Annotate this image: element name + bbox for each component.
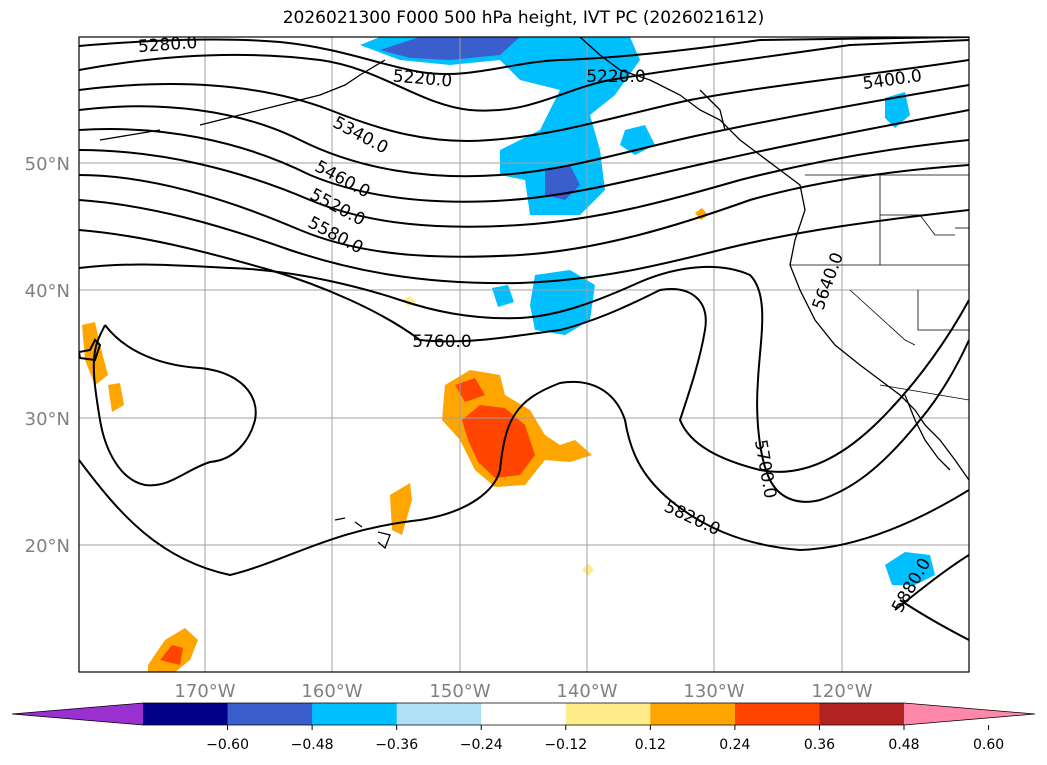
contour-5460 xyxy=(79,84,969,178)
colorbar-segment xyxy=(143,703,229,725)
colorbar-tick-label: −0.24 xyxy=(460,737,503,753)
map-title: 2026021300 F000 500 hPa height, IVT PC (… xyxy=(282,8,765,28)
ivt-positive-region-south-core xyxy=(160,645,183,665)
colorbar-outline xyxy=(11,702,1036,726)
colorbar-tick-label: −0.12 xyxy=(544,737,587,753)
colorbar-segment xyxy=(227,703,313,725)
lat-label-50: 50°N xyxy=(25,154,70,175)
lon-label-170: 170°W xyxy=(174,681,235,702)
ivt-negative-region-5 xyxy=(885,92,910,128)
height-contours xyxy=(79,37,969,641)
colorbar-tick-label: 0.24 xyxy=(719,737,750,753)
colorbar-tick-label: 0.48 xyxy=(888,737,919,753)
ivt-negative-region-6 xyxy=(885,552,935,585)
colorbar-segment xyxy=(650,703,736,725)
latitude-labels: 50°N 40°N 30°N 20°N xyxy=(25,154,70,557)
lon-label-120: 120°W xyxy=(811,681,872,702)
contour-west-hook xyxy=(79,338,102,362)
political-boundaries xyxy=(790,174,969,401)
colorbar-ticks: −0.60 −0.48 −0.36 −0.24 −0.12 0.12 0.24 0.36 0.4… xyxy=(206,725,1004,753)
colorbar-segment xyxy=(734,703,820,725)
colorbar-segment xyxy=(819,703,905,725)
colorbar-arrow-right xyxy=(904,703,1035,725)
lat-label-20: 20°N xyxy=(25,536,70,557)
ivt-negative-region-4 xyxy=(492,285,514,307)
contour-label-5340: 5340.0 xyxy=(329,113,391,159)
contour-label-5760: 5760.0 xyxy=(412,332,471,352)
ivt-positive-region-core xyxy=(462,405,535,478)
map-frame xyxy=(78,36,970,673)
colorbar-tick-label: −0.48 xyxy=(291,737,334,753)
ivt-negative-region-small xyxy=(545,165,580,200)
lon-label-130: 130°W xyxy=(683,681,744,702)
ivt-positive-region-core-2 xyxy=(455,378,485,402)
ivt-negative-region-core xyxy=(380,37,520,60)
contour-5340 xyxy=(79,39,969,112)
contour-label-5220b: 5220.0 xyxy=(586,67,645,87)
colorbar xyxy=(11,702,1036,726)
colorbar-arrow-left xyxy=(12,703,143,725)
contour-5580 xyxy=(79,139,969,228)
contour-5760 xyxy=(79,229,969,473)
colorbar-segment xyxy=(481,703,567,725)
gridlines xyxy=(79,37,969,672)
colorbar-segment xyxy=(312,703,398,725)
ivt-positive-dot-2 xyxy=(582,563,594,576)
colorbar-segment xyxy=(396,703,482,725)
contour-5820 xyxy=(79,263,969,503)
ivt-positive-dot-1 xyxy=(695,208,708,220)
contour-5640a xyxy=(79,164,969,258)
lon-label-150: 150°W xyxy=(429,681,490,702)
ivt-positive-region-west-2 xyxy=(108,383,124,412)
contour-5700a xyxy=(79,199,969,285)
lon-label-160: 160°W xyxy=(301,681,362,702)
ivt-negative-region-3 xyxy=(530,270,595,335)
contour-label-5400: 5400.0 xyxy=(861,66,923,94)
contour-5280 xyxy=(79,37,969,75)
colorbar-tick-label: 0.36 xyxy=(804,737,835,753)
colorbar-tick-label: −0.36 xyxy=(375,737,418,753)
longitude-labels: 170°W 160°W 150°W 140°W 130°W 120°W xyxy=(174,681,872,702)
contour-5520 xyxy=(79,109,969,203)
contour-5880b xyxy=(894,554,969,611)
ivt-shading xyxy=(82,37,935,672)
ivt-negative-region-alaska xyxy=(360,37,640,215)
colorbar-tick-label: −0.60 xyxy=(206,737,249,753)
lat-label-30: 30°N xyxy=(25,409,70,430)
contour-5400 xyxy=(79,59,969,142)
lon-label-140: 140°W xyxy=(556,681,617,702)
colorbar-tick-label: 0.12 xyxy=(635,737,666,753)
colorbar-tick-label: 0.60 xyxy=(973,737,1004,753)
contour-label-5280: 5280.0 xyxy=(137,33,198,57)
ivt-positive-region-hawaii xyxy=(390,483,412,535)
colorbar-segment xyxy=(565,703,651,725)
contour-5880 xyxy=(79,381,969,577)
contour-5880-loop xyxy=(92,324,257,487)
lat-label-40: 40°N xyxy=(25,281,70,302)
